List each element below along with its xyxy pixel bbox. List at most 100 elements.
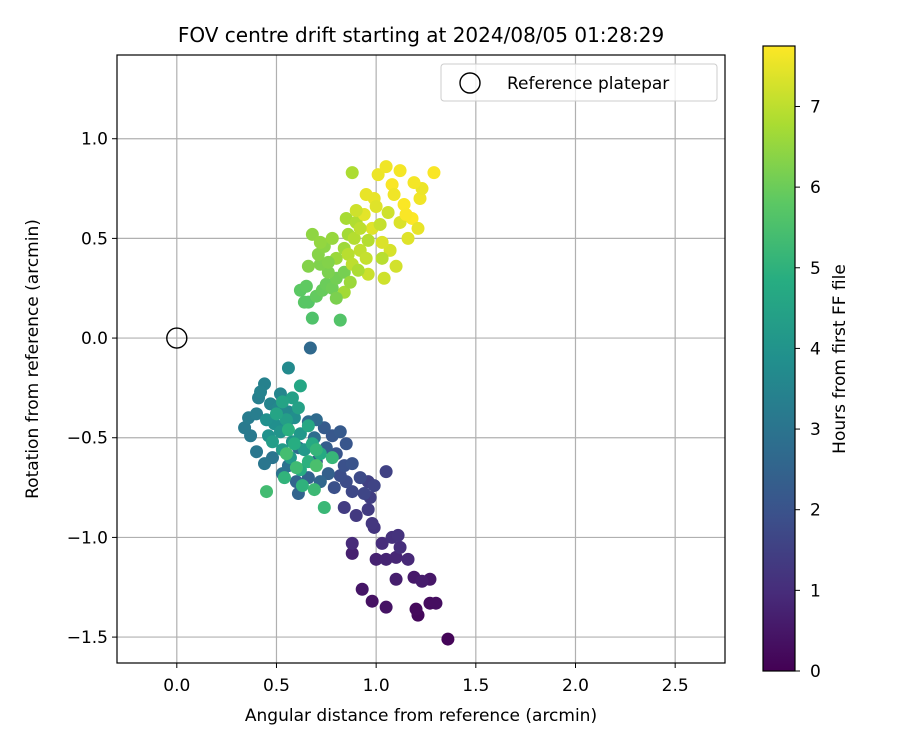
- y-tick-label: −0.5: [67, 429, 108, 449]
- scatter-point: [349, 203, 363, 217]
- y-tick-label: −1.5: [67, 628, 108, 648]
- scatter-point: [345, 546, 359, 560]
- scatter-point: [299, 279, 313, 293]
- scatter-point: [409, 602, 423, 616]
- legend-entry-label: Reference platepar: [507, 74, 669, 94]
- scatter-point: [295, 479, 309, 493]
- scatter-point: [341, 247, 355, 261]
- colorbar-gradient: [762, 45, 796, 672]
- scatter-point: [375, 251, 389, 265]
- scatter-point: [309, 443, 323, 457]
- scatter-point: [411, 221, 425, 235]
- scatter-point: [307, 483, 321, 497]
- scatter-point: [389, 550, 403, 564]
- scatter-point: [287, 437, 301, 451]
- scatter-point: [281, 423, 295, 437]
- colorbar-tick-label: 3: [810, 420, 821, 440]
- legend: Reference platepar: [440, 63, 718, 102]
- scatter-point: [277, 471, 291, 485]
- scatter-point: [359, 251, 373, 265]
- colorbar-tick-label: 1: [810, 581, 821, 601]
- scatter-point: [361, 233, 375, 247]
- scatter-point: [413, 192, 427, 206]
- scatter-point: [379, 600, 393, 614]
- scatter-points: [238, 160, 455, 646]
- scatter-point: [317, 421, 331, 435]
- scatter-point: [325, 281, 339, 295]
- scatter-point: [339, 437, 353, 451]
- scatter-point: [258, 457, 272, 471]
- scatter-point: [379, 160, 393, 174]
- x-tick-label: 2.5: [662, 676, 689, 696]
- scatter-point: [367, 479, 381, 493]
- x-tick-label: 1.5: [462, 676, 489, 696]
- colorbar-tick-label: 6: [810, 178, 821, 198]
- scatter-point: [321, 255, 335, 269]
- colorbar: 0 1 2 3 4 5 6 7 Hours from first FF file: [762, 45, 850, 682]
- scatter-point: [375, 536, 389, 550]
- scatter-point: [393, 540, 407, 554]
- x-tick-label: 2.0: [562, 676, 589, 696]
- scatter-point: [345, 166, 359, 180]
- scatter-point: [399, 207, 413, 221]
- scatter-point: [401, 552, 415, 566]
- scatter-point: [293, 379, 307, 393]
- scatter-point: [381, 205, 395, 219]
- scatter-point: [373, 217, 387, 231]
- legend-open-circle-icon: [459, 72, 481, 94]
- scatter-point: [238, 421, 252, 435]
- scatter-point: [325, 451, 339, 465]
- scatter-point: [371, 168, 385, 182]
- scatter-point: [291, 401, 305, 415]
- reference-point: [166, 327, 188, 349]
- scatter-point: [391, 528, 405, 542]
- scatter-point: [309, 459, 323, 473]
- scatter-point: [353, 471, 367, 485]
- scatter-point: [349, 508, 363, 522]
- scatter-point: [383, 243, 397, 257]
- colorbar-tick-label: 0: [810, 662, 821, 682]
- scatter-point: [343, 275, 357, 289]
- scatter-point: [337, 501, 351, 515]
- scatter-point: [285, 391, 299, 405]
- y-ticks: −1.5 −1.0 −0.5 0.0 0.5 1.0: [67, 130, 117, 648]
- x-tick-label: 0.5: [263, 676, 290, 696]
- scatter-point: [337, 265, 351, 279]
- scatter-point: [345, 485, 359, 499]
- scatter-point: [250, 445, 264, 459]
- scatter-point: [393, 164, 407, 178]
- scatter-point: [260, 485, 274, 499]
- scatter-point: [269, 407, 283, 421]
- scatter-point: [387, 188, 401, 202]
- scatter-point: [351, 263, 365, 277]
- scatter-point: [279, 413, 293, 427]
- scatter-point: [345, 536, 359, 550]
- scatter-point: [303, 341, 317, 355]
- scatter-point: [325, 231, 339, 245]
- scatter-point: [305, 311, 319, 325]
- scatter-point: [321, 467, 335, 481]
- scatter-point: [397, 198, 411, 212]
- scatter-point: [327, 481, 341, 495]
- scatter-point: [369, 200, 383, 214]
- scatter-point: [333, 469, 347, 483]
- reference-marker: [166, 327, 188, 349]
- scatter-point: [369, 552, 383, 566]
- x-tick-label: 1.0: [363, 676, 390, 696]
- scatter-point: [279, 447, 293, 461]
- grid-lines: [117, 55, 725, 663]
- colorbar-tick-label: 2: [810, 501, 821, 521]
- scatter-point: [254, 385, 268, 399]
- colorbar-tick-label: 7: [810, 97, 821, 117]
- scatter-point: [353, 221, 367, 235]
- x-ticks: 0.0 0.5 1.0 1.5 2.0 2.5: [163, 663, 689, 696]
- colorbar-ticks: 0 1 2 3 4 5 6 7: [795, 97, 821, 682]
- scatter-point: [407, 176, 421, 190]
- scatter-point: [347, 231, 361, 245]
- scatter-point: [317, 501, 331, 515]
- scatter-point: [429, 596, 443, 610]
- scatter-point: [329, 291, 343, 305]
- scatter-point: [379, 465, 393, 479]
- scatter-point: [375, 235, 389, 249]
